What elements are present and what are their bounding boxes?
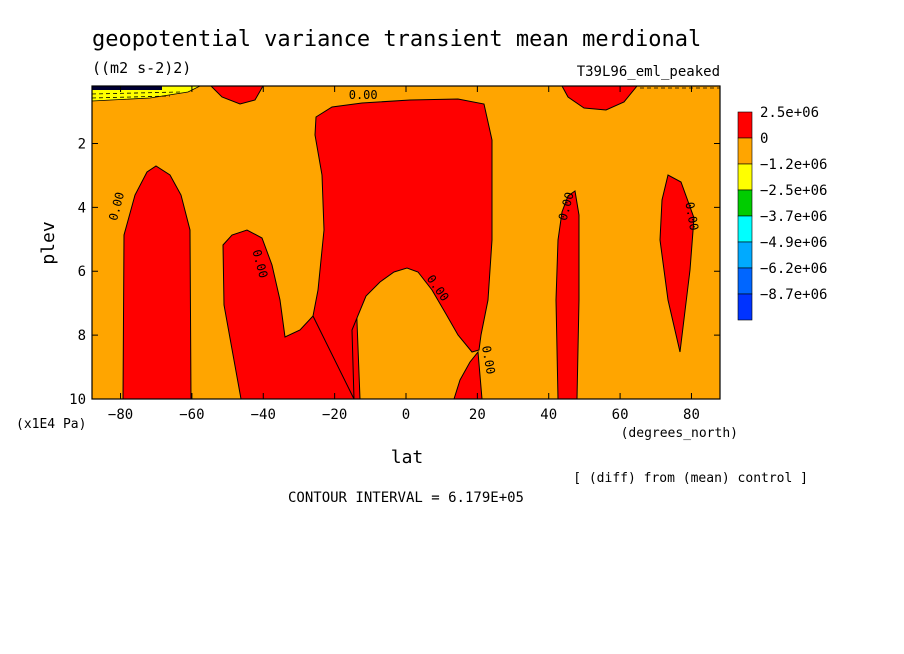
y-axis: 2 4 6 8 10 xyxy=(69,136,720,408)
y-tick-label: 10 xyxy=(69,392,86,408)
contour-label: 0.00 xyxy=(479,345,498,376)
x-axis-units: (degrees_north) xyxy=(621,426,738,441)
positive-region-top-cap-south xyxy=(210,86,264,105)
positive-region-northern-high-lat xyxy=(659,174,695,353)
legend-swatch xyxy=(737,241,753,269)
legend-label: −4.9e+06 xyxy=(760,235,827,251)
y-axis-units: (x1E4 Pa) xyxy=(16,417,86,432)
positive-region-northern-mid-lat xyxy=(555,190,580,399)
x-tick-label: −60 xyxy=(179,407,204,423)
x-tick-label: −80 xyxy=(108,407,133,423)
y-axis-label: plev xyxy=(38,221,59,264)
legend-label: 0 xyxy=(760,131,768,147)
y-tick-label: 6 xyxy=(78,264,86,280)
y-tick-label: 8 xyxy=(78,328,86,344)
negative-core-top-left xyxy=(92,86,162,90)
x-tick-label: −40 xyxy=(251,407,276,423)
x-axis-label: lat xyxy=(391,447,424,468)
legend-swatch xyxy=(737,215,753,243)
legend-label: 2.5e+06 xyxy=(760,105,819,121)
contour-label: 0.00 xyxy=(682,201,701,232)
y-tick-label: 4 xyxy=(78,200,86,216)
x-tick-label: 0 xyxy=(402,407,410,423)
chart-units: ((m2 s-2)2) xyxy=(92,59,191,77)
legend-label: −3.7e+06 xyxy=(760,209,827,225)
legend-label: −2.5e+06 xyxy=(760,183,827,199)
legend-label: −8.7e+06 xyxy=(760,287,827,303)
positive-region-central-base xyxy=(453,350,483,399)
legend-swatch xyxy=(737,137,753,165)
legend-swatch xyxy=(737,111,753,139)
legend-label: −1.2e+06 xyxy=(760,157,827,173)
contour-interval: CONTOUR INTERVAL = 6.179E+05 xyxy=(288,490,524,506)
chart-title: geopotential variance transient mean mer… xyxy=(92,27,701,52)
contour-label: 0.00 xyxy=(349,88,378,102)
positive-region-top-cap-north xyxy=(561,86,638,111)
x-tick-label: 40 xyxy=(540,407,557,423)
color-legend: 2.5e+06 0 −1.2e+06 −2.5e+06 −3.7e+06 −4.9e+06… xyxy=(737,105,827,321)
x-tick-label: 80 xyxy=(683,407,700,423)
legend-label: −6.2e+06 xyxy=(760,261,827,277)
x-tick-label: −20 xyxy=(322,407,347,423)
x-tick-label: 60 xyxy=(612,407,629,423)
legend-swatch xyxy=(737,267,753,295)
legend-swatch xyxy=(737,163,753,191)
plot-area: 0.000.000.000.000.000.00 0.00 xyxy=(92,86,720,399)
positive-region-central xyxy=(312,98,493,399)
legend-swatch xyxy=(737,293,753,321)
y-tick-label: 2 xyxy=(78,136,86,152)
run-label: T39L96_eml_peaked xyxy=(577,64,720,80)
dashed-contour xyxy=(92,95,171,99)
legend-swatch xyxy=(737,189,753,217)
x-tick-label: 20 xyxy=(469,407,486,423)
positive-region-southern-high-lat xyxy=(122,165,192,399)
x-axis: −80 −60 −40 −20 0 20 40 60 80 xyxy=(108,86,700,423)
dashed-contour xyxy=(92,91,181,95)
footnote: [ (diff) from (mean) control ] xyxy=(573,471,808,486)
